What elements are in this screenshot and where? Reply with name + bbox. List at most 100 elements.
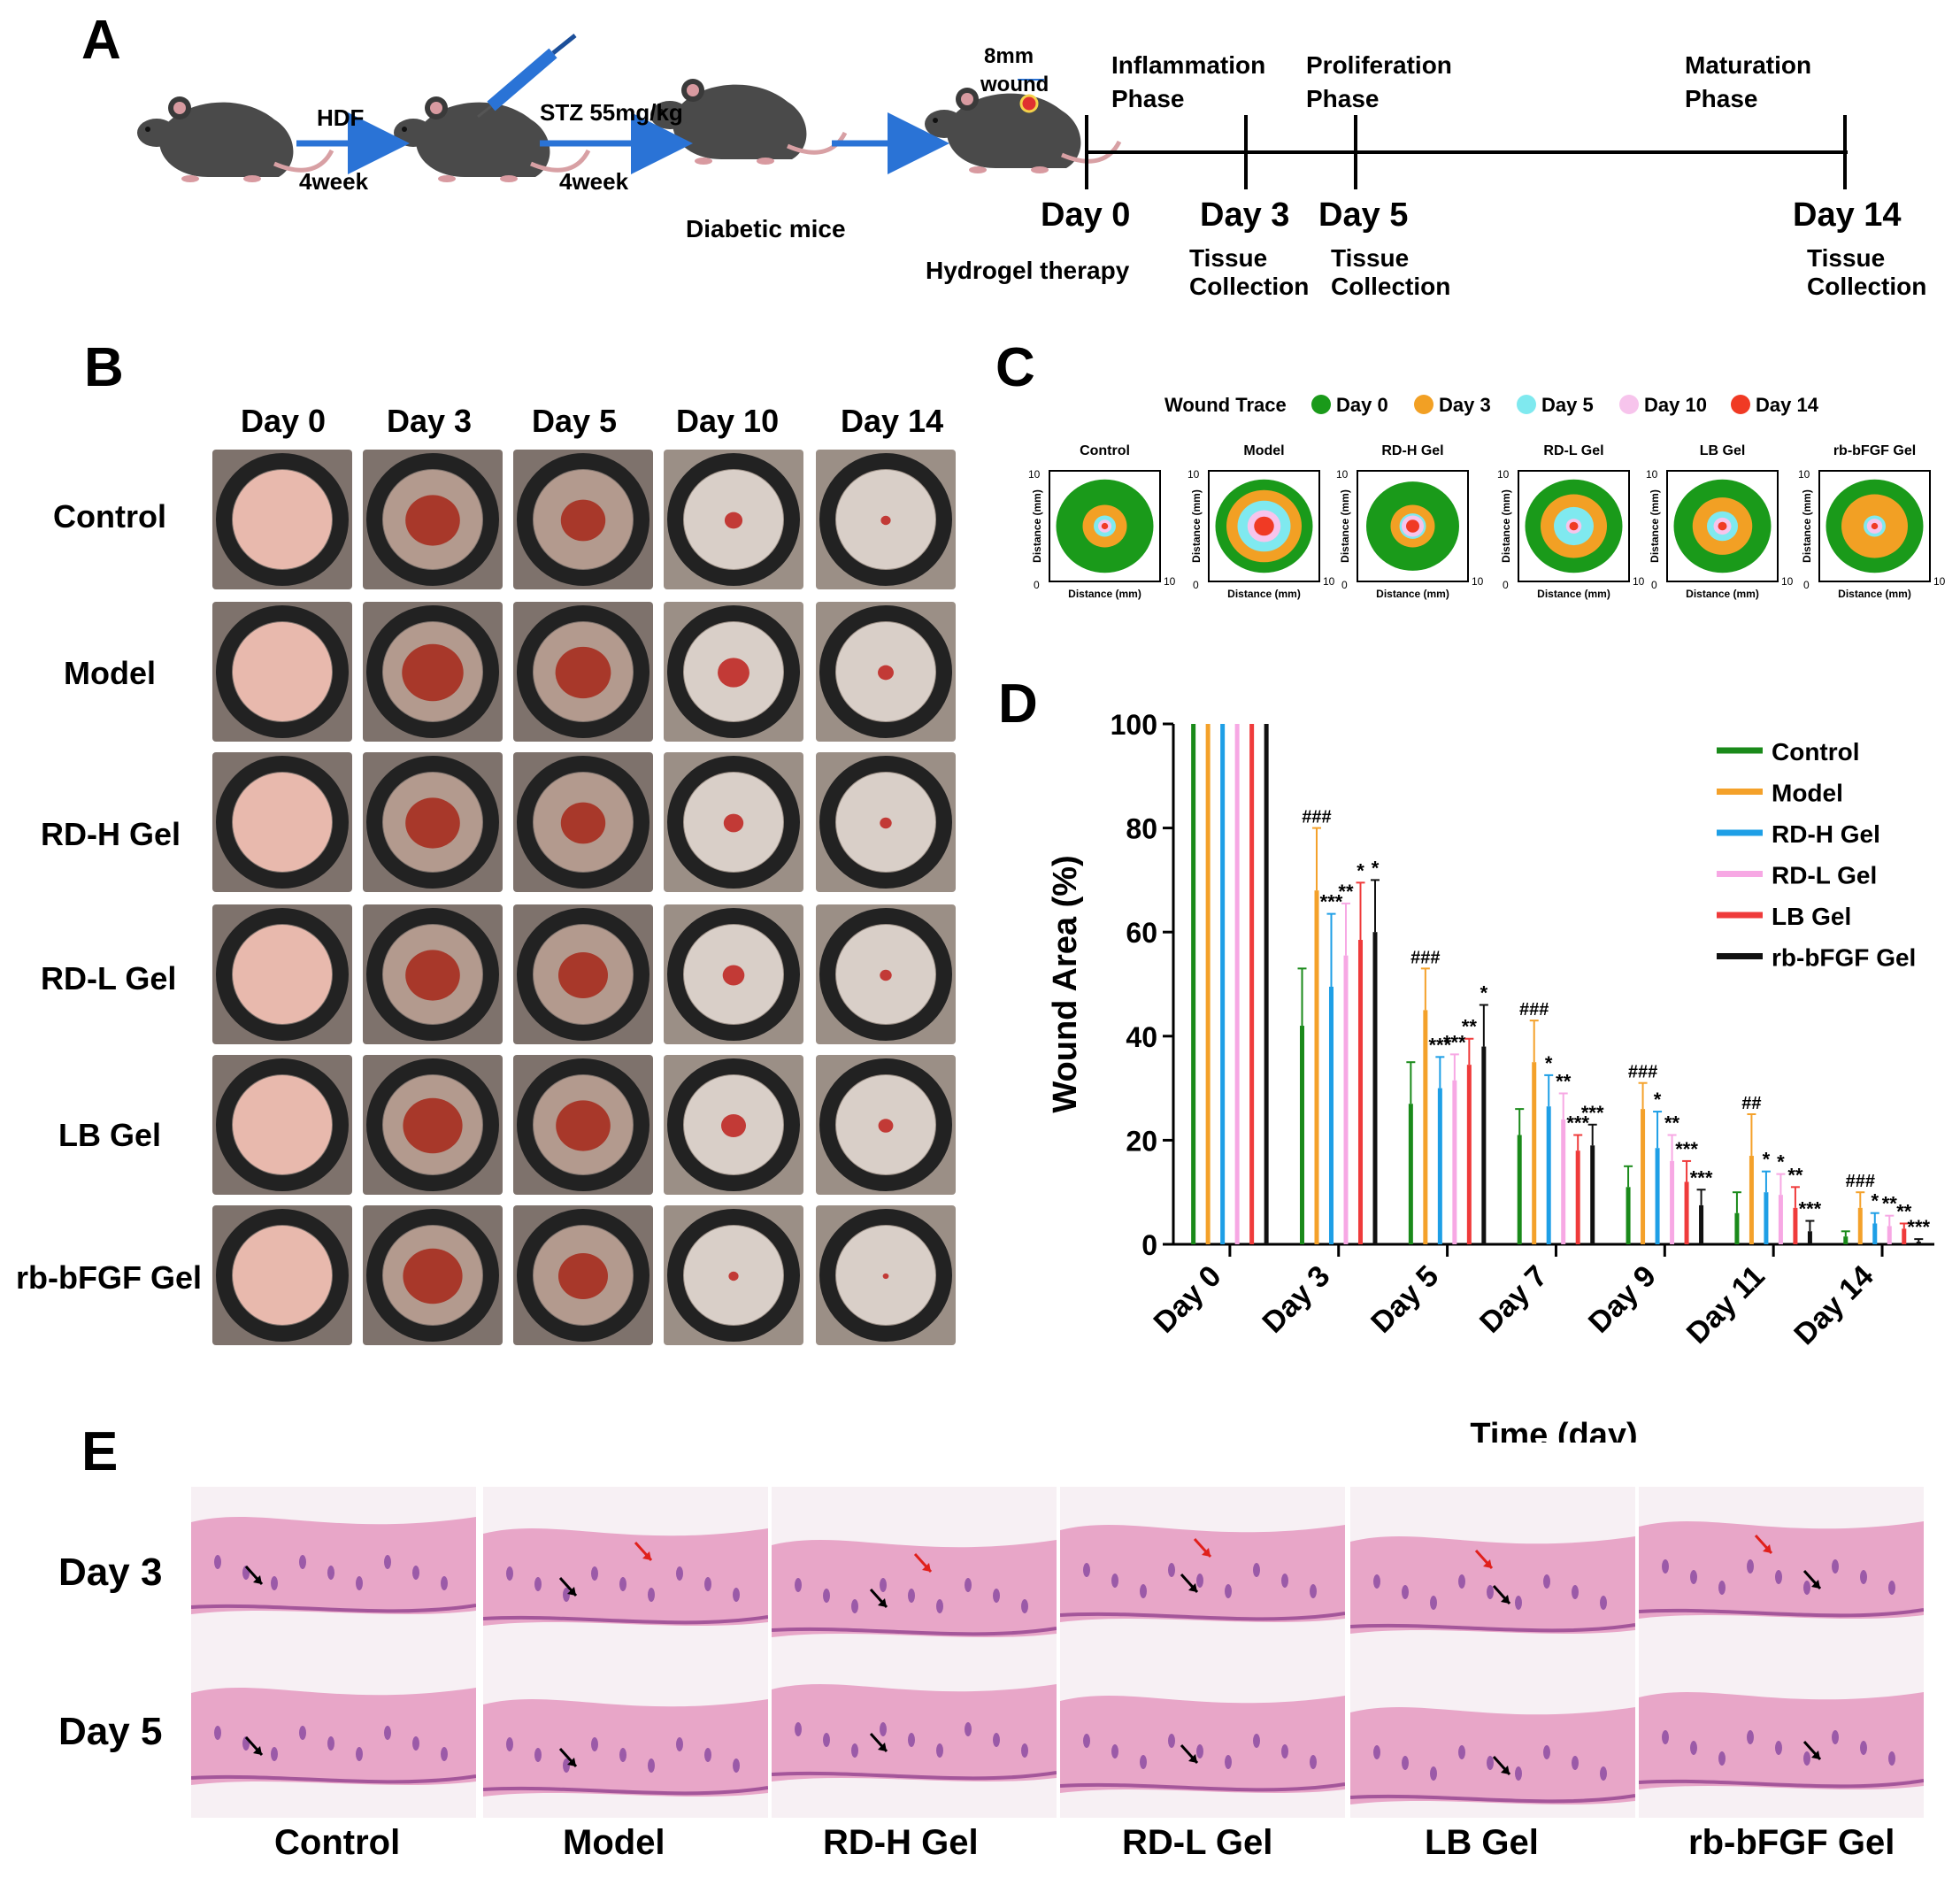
photo-col-day0: Day 0 xyxy=(241,403,327,439)
photo-row-rbbfgf: rb-bFGF Gel xyxy=(16,1259,202,1296)
bar xyxy=(1357,940,1363,1244)
histo-col-rbbfgf: rb-bFGF Gel xyxy=(1688,1823,1895,1862)
trace-tick: 10 xyxy=(1336,468,1349,481)
significance-mark: ** xyxy=(1338,881,1354,903)
bar xyxy=(1887,1226,1892,1244)
significance-mark: ## xyxy=(1741,1094,1761,1113)
bar xyxy=(1249,724,1255,1244)
bar xyxy=(1793,1207,1798,1244)
trace-map: Model Distance (mm) Distance (mm) 0 10 10 xyxy=(1188,443,1335,600)
bar xyxy=(1764,1192,1769,1244)
legend-dot xyxy=(1311,395,1331,414)
hydrogel-therapy-label: Hydrogel therapy xyxy=(926,257,1130,284)
bar xyxy=(1372,932,1378,1244)
legend-label: Day 3 xyxy=(1439,394,1491,416)
bar xyxy=(1655,1148,1660,1244)
legend-label: Day 5 xyxy=(1541,394,1594,416)
legend-label: rb-bFGF Gel xyxy=(1772,944,1916,972)
significance-mark: * xyxy=(1763,1149,1771,1171)
tissue-collection-day3-2: Collection xyxy=(1189,273,1310,300)
x-tick-label: Day 7 xyxy=(1473,1259,1554,1340)
photo-col-day5: Day 5 xyxy=(532,403,618,439)
bar xyxy=(1734,1212,1740,1244)
tissue-collection-day14-2: Collection xyxy=(1807,273,1927,300)
significance-mark: ** xyxy=(1787,1164,1803,1186)
photo-col-day10: Day 10 xyxy=(676,403,780,439)
trace-y-label: Distance (mm) xyxy=(1339,489,1351,563)
trace-y-label: Distance (mm) xyxy=(1801,489,1813,563)
step1-duration: 4week xyxy=(299,168,369,195)
bar xyxy=(1264,724,1269,1244)
bar xyxy=(1902,1228,1907,1244)
wound-photo xyxy=(212,602,352,742)
y-tick-label: 40 xyxy=(1126,1021,1157,1053)
wound-photo xyxy=(816,1055,956,1195)
photo-row-lb: LB Gel xyxy=(58,1117,162,1153)
significance-mark: *** xyxy=(1799,1198,1822,1220)
phase-proliferation-2: Phase xyxy=(1306,85,1380,112)
bar xyxy=(1234,724,1240,1244)
bar xyxy=(1843,1236,1849,1244)
bar xyxy=(1575,1150,1580,1244)
panel-label-c: C xyxy=(995,337,1035,398)
trace-tick: 0 xyxy=(1193,579,1199,591)
tissue-collection-day3-1: Tissue xyxy=(1189,244,1268,272)
bar xyxy=(1670,1160,1675,1244)
trace-tick: 10 xyxy=(1781,575,1794,588)
trace-map-title: rb-bFGF Gel xyxy=(1833,443,1916,458)
wound-photo xyxy=(363,1205,503,1345)
bar xyxy=(1408,1104,1413,1244)
bar xyxy=(1191,724,1196,1244)
y-tick-label: 80 xyxy=(1126,813,1157,845)
wound-photo xyxy=(212,450,352,589)
significance-mark: * xyxy=(1654,1089,1662,1111)
trace-y-label: Distance (mm) xyxy=(1031,489,1043,563)
significance-mark: ### xyxy=(1302,808,1331,827)
significance-mark: ** xyxy=(1556,1070,1572,1092)
trace-area xyxy=(1718,521,1727,531)
photo-row-rdh: RD-H Gel xyxy=(41,816,181,852)
step1-label: HDF xyxy=(317,104,365,131)
histo-col-lb: LB Gel xyxy=(1425,1823,1539,1862)
trace-tick: 0 xyxy=(1503,579,1509,591)
wound-photo xyxy=(664,1205,803,1345)
phase-inflammation-2: Phase xyxy=(1111,85,1185,112)
trace-tick: 0 xyxy=(1803,579,1810,591)
bar xyxy=(1343,955,1349,1244)
wound-photo xyxy=(816,450,956,589)
bar xyxy=(1466,1065,1472,1244)
wound-photo xyxy=(363,904,503,1044)
wound-photo xyxy=(664,602,803,742)
trace-x-label: Distance (mm) xyxy=(1376,588,1449,600)
trace-map: LB Gel Distance (mm) Distance (mm) 0 10 10 xyxy=(1646,443,1794,600)
wound-photo xyxy=(816,602,956,742)
trace-tick: 10 xyxy=(1323,575,1335,588)
significance-mark: ** xyxy=(1462,1016,1478,1038)
significance-mark: ### xyxy=(1846,1172,1875,1191)
y-tick-label: 0 xyxy=(1141,1229,1157,1261)
x-tick-label: Day 0 xyxy=(1148,1259,1228,1340)
significance-mark: ### xyxy=(1519,1000,1549,1020)
significance-mark: *** xyxy=(1443,1031,1466,1053)
wound-size-line2: wound xyxy=(980,73,1049,96)
wound-area-chart: 0 20 40 60 80 100 Wound Area (%) Time (day) Day … xyxy=(1047,709,1934,1443)
significance-mark: * xyxy=(1871,1190,1879,1212)
wound-photo xyxy=(363,602,503,742)
legend-label: RD-H Gel xyxy=(1772,820,1880,848)
bar xyxy=(1749,1156,1754,1244)
bar xyxy=(1452,1080,1457,1244)
histology-image xyxy=(1060,1487,1345,1653)
significance-mark: * xyxy=(1372,857,1380,879)
timeline-day5: Day 5 xyxy=(1318,196,1409,234)
step2-duration: 4week xyxy=(559,168,629,195)
histology-image xyxy=(191,1487,476,1653)
wound-photo xyxy=(816,1205,956,1345)
photo-col-day3: Day 3 xyxy=(387,403,473,439)
x-tick-label: Day 3 xyxy=(1256,1259,1336,1340)
wound-photo xyxy=(664,752,803,892)
bar xyxy=(1699,1204,1704,1244)
wound-photo xyxy=(363,752,503,892)
significance-mark: *** xyxy=(1581,1102,1604,1124)
significance-mark: *** xyxy=(1566,1112,1589,1135)
significance-mark: ### xyxy=(1410,948,1440,967)
